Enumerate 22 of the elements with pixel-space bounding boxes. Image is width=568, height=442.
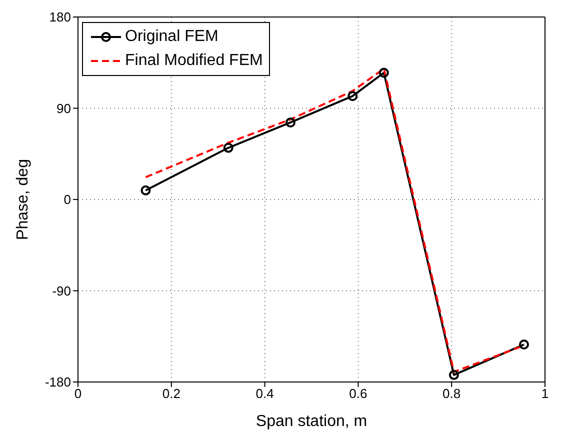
point	[285, 117, 296, 128]
y-tick-label: 90	[56, 100, 71, 116]
x-tick-label: 0.4	[256, 386, 274, 402]
x-tick-label: 0.8	[442, 386, 461, 402]
y-tick-label: 0	[64, 192, 71, 208]
y-tick-label: 180	[49, 10, 71, 25]
legend-label: Original FEM	[125, 28, 218, 46]
legend-label: Final Modified FEM	[125, 52, 263, 70]
y-axis-title: Phase, deg	[14, 159, 32, 240]
point	[140, 185, 151, 196]
point	[223, 142, 234, 153]
point	[518, 339, 529, 350]
point	[448, 370, 459, 380]
x-tick-label: 0.6	[349, 386, 368, 402]
point	[378, 68, 389, 78]
point	[348, 91, 358, 102]
y-tick-label: -90	[52, 283, 71, 298]
x-axis-title: Span station, m	[256, 413, 368, 430]
x-tick-label: 0.2	[162, 386, 180, 402]
x-tick-label: 1	[541, 386, 549, 402]
x-tick-label: 0	[74, 386, 82, 402]
y-tick-label: -180	[44, 374, 71, 390]
